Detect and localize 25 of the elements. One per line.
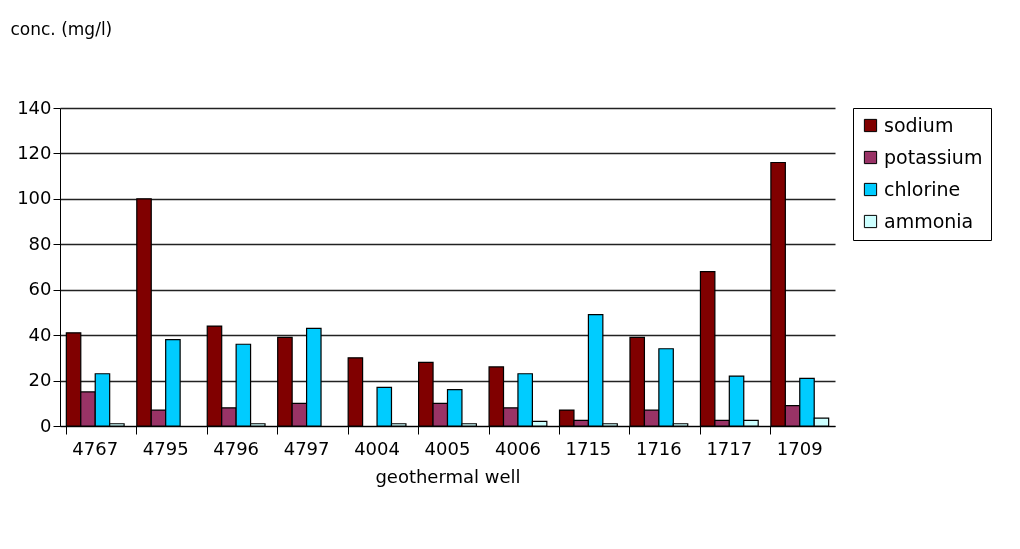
legend-label: ammonia <box>884 209 974 232</box>
x-tick-label: 4795 <box>142 437 189 459</box>
x-tick-label: 4006 <box>495 437 541 459</box>
legend-label: potassium <box>884 145 983 168</box>
x-tick-label: 4005 <box>424 437 471 459</box>
y-axis-title: conc. (mg/l) <box>10 18 113 39</box>
x-tick-label: 1709 <box>776 437 823 459</box>
x-tick-label: 4767 <box>72 437 119 459</box>
x-tick-label: 1716 <box>635 437 682 459</box>
x-tick-label: 4004 <box>354 437 400 459</box>
y-tick-label: 40 <box>28 323 52 345</box>
y-tick-label: 100 <box>17 187 52 209</box>
y-tick-label: 20 <box>28 369 52 391</box>
legend-label: chlorine <box>884 177 961 200</box>
y-tick-label: 80 <box>28 232 52 254</box>
y-tick-label: 0 <box>40 414 52 436</box>
y-tick-label: 140 <box>17 96 52 118</box>
y-tick-label: 60 <box>28 278 52 300</box>
x-tick-label: 1717 <box>706 437 753 459</box>
x-tick-label: 1715 <box>565 437 612 459</box>
x-axis-title: geothermal well <box>375 465 521 487</box>
x-tick-label: 4797 <box>283 437 330 459</box>
legend-label: sodium <box>884 113 954 136</box>
y-tick-label: 120 <box>17 141 52 163</box>
x-tick-label: 4796 <box>213 437 260 459</box>
